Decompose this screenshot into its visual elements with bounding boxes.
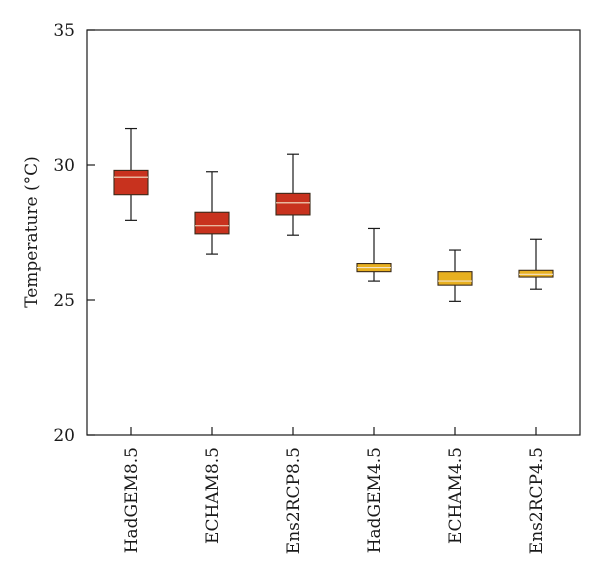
- box-series: [113, 127, 554, 302]
- y-axis: 20 25 30 35: [53, 21, 95, 446]
- x-tick-label: HadGEM8.5: [122, 447, 142, 553]
- plot-frame: [86, 29, 581, 436]
- y-tick-label: 20: [53, 426, 75, 446]
- box-hadgem4.5: [356, 227, 392, 282]
- box-hadgem8.5: [113, 127, 149, 221]
- x-axis: HadGEM8.5 ECHAM8.5 Ens2RCP8.5 HadGEM4.5 ECHA…: [122, 427, 547, 554]
- x-tick-label: HadGEM4.5: [365, 447, 385, 553]
- iqr-box: [113, 169, 149, 196]
- box-echam8.5: [194, 171, 230, 255]
- y-tick-label: 25: [53, 291, 75, 311]
- y-tick-label: 30: [53, 156, 75, 176]
- x-tick-label: Ens2RCP8.5: [284, 447, 304, 554]
- y-tick-label: 35: [53, 21, 75, 41]
- iqr-box: [437, 271, 473, 286]
- iqr-box: [194, 211, 230, 235]
- x-tick-label: Ens2RCP4.5: [527, 447, 547, 554]
- plot-area-border: [86, 29, 581, 436]
- box-echam4.5: [437, 249, 473, 302]
- x-tick-label: ECHAM8.5: [203, 447, 223, 544]
- box-ens2rcp4.5: [518, 238, 554, 290]
- y-axis-title: Temperature (°C): [22, 156, 42, 308]
- box-ens2rcp8.5: [275, 153, 311, 236]
- iqr-box: [518, 269, 554, 278]
- iqr-box: [275, 192, 311, 216]
- x-tick-label: ECHAM4.5: [446, 447, 466, 544]
